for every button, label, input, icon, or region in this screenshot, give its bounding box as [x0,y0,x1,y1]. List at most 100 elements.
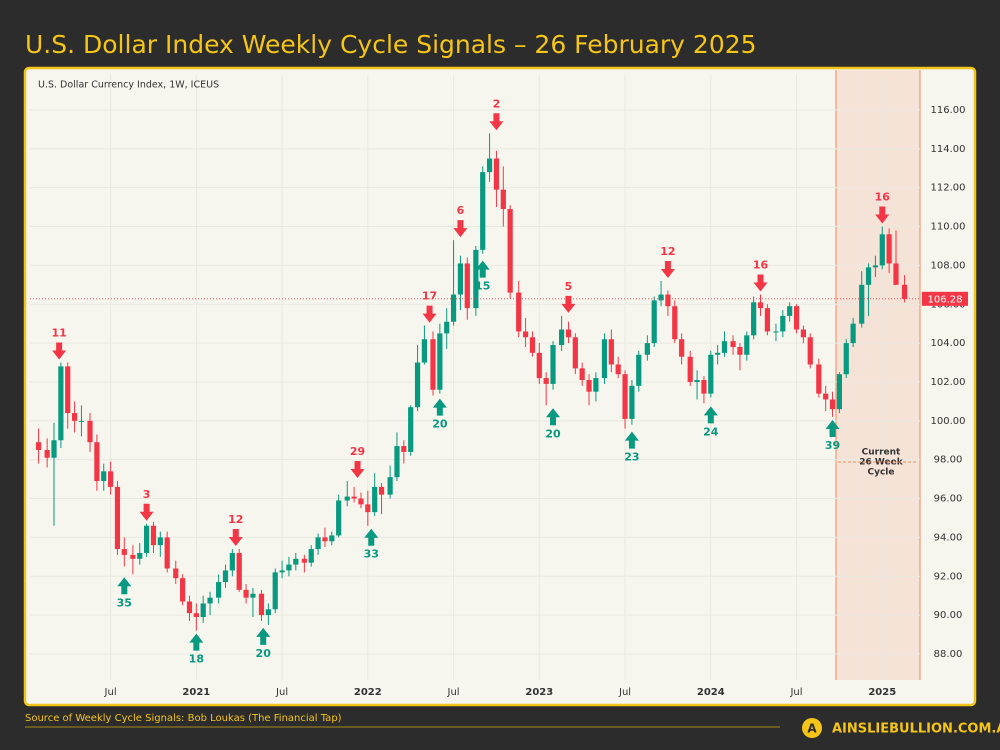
signal-label: 17 [422,290,437,303]
candle-body [121,549,127,555]
signal-label: 3 [143,488,151,501]
candle-body [301,558,307,563]
candle-body [507,209,513,293]
y-tick-label: 108.00 [931,260,966,271]
candle-body [394,446,400,478]
candle-body [265,609,271,616]
logo-letter: A [807,722,817,736]
y-tick-label: 104.00 [931,338,966,349]
y-tick-label: 114.00 [931,144,966,155]
signal-arrow [489,113,504,131]
candle-body [200,603,206,618]
x-tick-label: Jul [447,687,460,698]
candle-body [258,593,265,616]
candle-body [721,341,728,353]
candle-body [365,504,371,513]
x-tick-label: 2025 [868,687,896,698]
signal-arrow [703,406,718,424]
candle-body [437,333,443,390]
candle-body [207,597,213,604]
candle-body [807,337,813,365]
x-tick-label: Jul [275,687,288,698]
signal-label: 39 [825,439,840,452]
candle-body [658,294,664,301]
candle-body [850,323,856,344]
signal-arrow [825,419,840,437]
signal-label: 5 [565,280,573,293]
chart-subtitle: U.S. Dollar Currency Index, 1W, ICEUS [38,80,219,91]
signal-arrow [624,431,639,449]
signal-label: 6 [457,204,465,217]
signal-arrow [875,206,890,224]
candle-body [872,265,879,268]
signal-label: 12 [228,513,243,526]
candle-body [764,308,770,332]
candle-body [843,343,849,375]
candle-body [193,613,199,618]
candle-body [565,329,572,338]
candle-body [800,329,806,338]
candle-body [286,564,292,571]
candle-body [421,339,428,363]
x-tick-label: Jul [618,687,631,698]
candle-body [757,302,764,309]
candle-body [737,346,743,355]
signal-label: 35 [117,596,132,609]
candle-body [572,337,578,369]
candle-body [473,249,479,309]
candle-body [344,496,350,501]
y-tick-label: 100.00 [931,416,966,427]
signal-label: 11 [51,327,66,340]
signal-label: 20 [432,418,448,431]
candle-body [236,552,242,590]
candle-body [901,284,908,299]
candle-body [715,352,721,355]
candle-body [793,306,800,330]
candle-body [229,552,235,571]
candle-body [615,364,621,375]
candle-body [708,354,714,394]
signal-label: 23 [624,451,639,464]
signal-arrow [432,398,447,416]
candle-body [157,537,163,546]
cycle-region [835,70,920,680]
candle-body [879,234,885,266]
candle-body [608,339,614,365]
x-tick-label: Jul [104,687,117,698]
candle-body [144,525,150,553]
candle-body [644,343,650,355]
signal-arrow [364,528,379,546]
signal-arrow [453,220,468,238]
candle-body [44,449,50,458]
signal-arrow [117,577,132,595]
y-tick-label: 110.00 [931,222,966,233]
candle-body [430,339,436,390]
signal-label: 16 [875,191,891,204]
candle-body [679,339,685,357]
candle-body [744,335,750,355]
candle-body [164,537,170,569]
x-tick-label: 2024 [697,687,725,698]
candle-body [672,306,678,340]
candle-body [336,500,342,536]
candle-body [180,578,186,602]
candle-body [35,442,42,450]
last-price-badge [922,291,968,306]
y-tick-label: 116.00 [931,105,966,116]
candle-body [101,471,107,482]
chart-title: U.S. Dollar Index Weekly Cycle Signals –… [25,30,757,59]
candle-body [78,420,85,422]
candle-body [579,368,585,381]
candle-body [493,158,500,190]
candle-body [593,378,599,392]
signal-arrow [139,503,154,521]
candle-body [173,568,179,579]
candle-body [308,549,314,563]
candle-body [529,337,536,353]
candle-body [378,486,385,495]
candle-body [414,362,421,408]
candle-body [543,378,549,384]
candle-body [315,537,321,550]
signal-arrow [422,305,437,323]
candle-body [387,477,393,495]
